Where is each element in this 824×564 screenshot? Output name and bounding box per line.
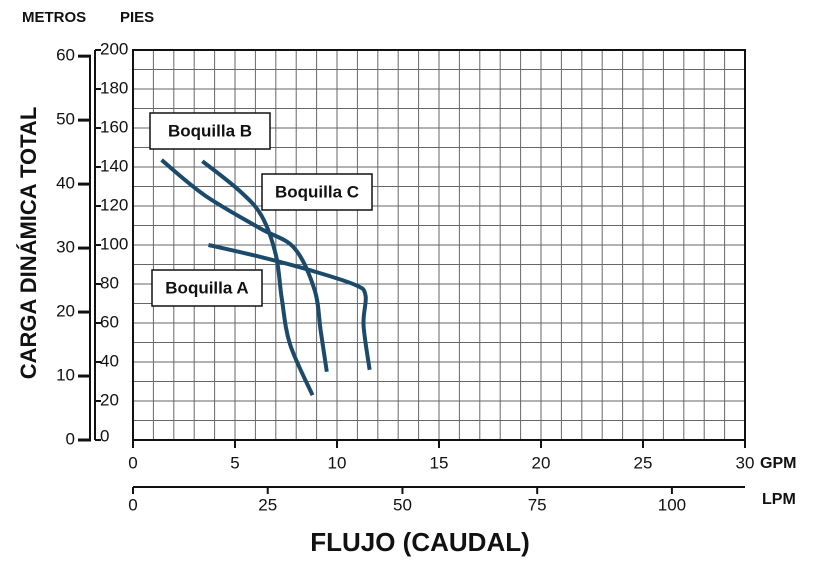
curve-label-box (261, 173, 373, 211)
y-label: PIES (120, 9, 154, 26)
curve-label-box (149, 112, 271, 150)
y2-label: METROS (22, 9, 86, 26)
x2-label: LPM (762, 491, 796, 508)
y-tick-label: 40 (100, 351, 119, 370)
curve-label: Boquilla C (275, 182, 359, 201)
y-tick-label: 80 (100, 273, 119, 292)
x2-tick-label: 75 (528, 495, 547, 514)
y-tick-label: 120 (100, 195, 128, 214)
y2-tick-label: 60 (56, 46, 75, 65)
x-tick-label: 0 (128, 453, 137, 472)
x-tick-label: 10 (328, 453, 347, 472)
curve-label: Boquilla B (168, 121, 252, 140)
y-tick-label: 160 (100, 117, 128, 136)
y-tick-label: 180 (100, 78, 128, 97)
x2-tick-label: 0 (128, 495, 137, 514)
x-tick-label: 30 (736, 453, 755, 472)
x-title: FLUJO (CAUDAL) (310, 527, 530, 557)
x-tick-label: 15 (430, 453, 449, 472)
y-tick-label: 140 (100, 156, 128, 175)
y2-tick-label: 50 (56, 110, 75, 129)
y-tick-label: 20 (100, 390, 119, 409)
x2-tick-label: 25 (258, 495, 277, 514)
curve-label: Boquilla A (165, 278, 248, 297)
x2-tick-label: 50 (393, 495, 412, 514)
curve-label-box (151, 269, 263, 307)
x-tick-label: 25 (634, 453, 653, 472)
x-tick-label: 5 (230, 453, 239, 472)
y-tick-label: 200 (100, 39, 128, 58)
curve (201, 159, 315, 396)
y2-tick-label: 0 (66, 429, 75, 448)
y2-tick-label: 20 (56, 302, 75, 321)
y-tick-label: 60 (100, 312, 119, 331)
y-tick-label: 0 (100, 426, 109, 445)
x-label: GPM (760, 455, 796, 472)
x-tick-label: 20 (532, 453, 551, 472)
y2-tick-label: 40 (56, 174, 75, 193)
y2-tick-label: 10 (56, 366, 75, 385)
y-tick-label: 100 (100, 234, 128, 253)
y-title: CARGA DINÁMICA TOTAL (16, 107, 41, 380)
x2-tick-label: 100 (658, 495, 686, 514)
y2-tick-label: 30 (56, 238, 75, 257)
curve (208, 243, 372, 371)
curve (160, 158, 329, 373)
